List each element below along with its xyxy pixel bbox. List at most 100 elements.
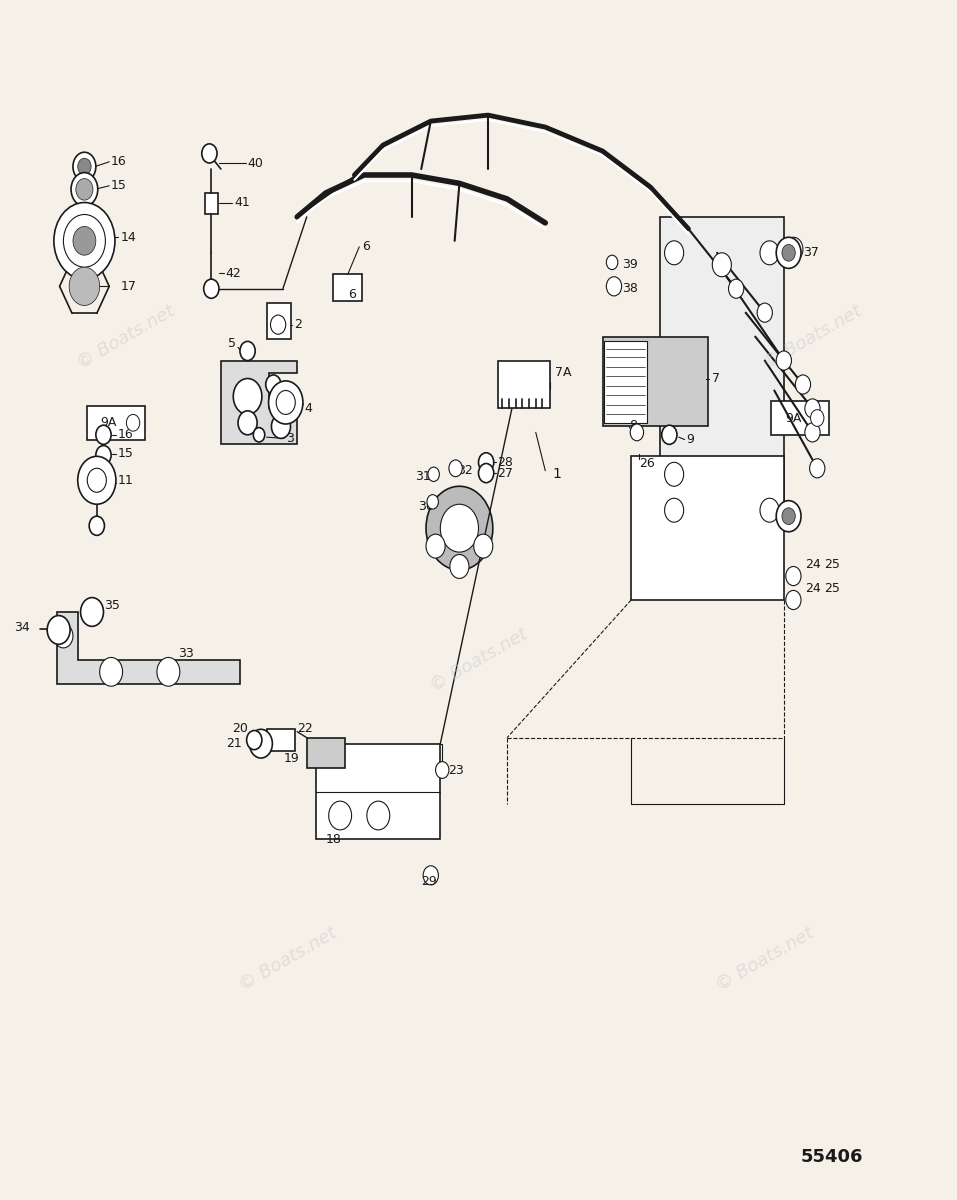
Circle shape (712, 253, 731, 277)
Circle shape (664, 462, 683, 486)
Text: 40: 40 (248, 156, 263, 169)
Circle shape (776, 238, 801, 269)
Circle shape (234, 378, 262, 414)
Circle shape (271, 316, 286, 335)
Circle shape (250, 730, 273, 758)
Circle shape (661, 425, 677, 444)
Text: 23: 23 (448, 763, 464, 776)
Circle shape (449, 460, 462, 476)
Circle shape (426, 534, 445, 558)
Text: 21: 21 (226, 737, 242, 750)
Text: © Boats.net: © Boats.net (427, 625, 530, 695)
Text: 19: 19 (283, 751, 300, 764)
Circle shape (811, 409, 824, 426)
Circle shape (728, 280, 744, 299)
Circle shape (89, 516, 104, 535)
Circle shape (69, 268, 100, 306)
Circle shape (440, 504, 478, 552)
Text: 11: 11 (118, 474, 134, 487)
Circle shape (786, 566, 801, 586)
Circle shape (760, 241, 779, 265)
Circle shape (757, 304, 772, 323)
Text: 42: 42 (226, 266, 241, 280)
Text: 18: 18 (325, 833, 342, 846)
Circle shape (631, 424, 643, 440)
Text: 5: 5 (228, 337, 236, 350)
Circle shape (776, 500, 801, 532)
Polygon shape (56, 612, 240, 684)
Circle shape (73, 227, 96, 256)
Circle shape (269, 380, 303, 424)
Circle shape (784, 238, 803, 262)
Text: 26: 26 (639, 457, 655, 470)
Text: 14: 14 (121, 230, 137, 244)
Text: 32: 32 (457, 464, 474, 478)
Circle shape (247, 731, 262, 750)
Circle shape (367, 802, 389, 830)
Polygon shape (659, 217, 784, 528)
Text: © Boats.net: © Boats.net (235, 924, 340, 995)
Text: 25: 25 (824, 558, 840, 570)
Circle shape (795, 374, 811, 394)
Text: 29: 29 (421, 875, 436, 888)
Circle shape (73, 152, 96, 181)
Bar (632, 456, 784, 600)
Text: 30: 30 (418, 500, 434, 514)
Text: 33: 33 (178, 647, 193, 660)
Circle shape (664, 241, 683, 265)
Circle shape (202, 144, 217, 163)
Text: 31: 31 (415, 470, 431, 484)
Circle shape (240, 341, 256, 360)
Text: 37: 37 (803, 246, 819, 259)
Text: 38: 38 (622, 282, 637, 295)
Text: 17: 17 (121, 280, 137, 293)
Text: 27: 27 (498, 467, 514, 480)
Text: 2: 2 (295, 318, 302, 331)
Text: 15: 15 (118, 448, 134, 461)
Text: 24: 24 (805, 558, 820, 570)
Circle shape (760, 498, 779, 522)
FancyBboxPatch shape (771, 401, 829, 434)
Circle shape (238, 410, 257, 434)
Circle shape (54, 624, 73, 648)
Text: 9A: 9A (100, 416, 117, 430)
Circle shape (100, 658, 122, 686)
Circle shape (427, 494, 438, 509)
Text: 28: 28 (498, 456, 514, 469)
Circle shape (254, 427, 265, 442)
Circle shape (782, 508, 795, 524)
Bar (605, 341, 647, 422)
Bar (205, 193, 218, 215)
Circle shape (47, 616, 70, 644)
Polygon shape (221, 360, 298, 444)
Bar (267, 730, 296, 751)
Text: 7: 7 (712, 372, 721, 385)
Circle shape (272, 414, 291, 438)
Circle shape (76, 179, 93, 200)
Bar (333, 275, 362, 301)
Circle shape (478, 452, 494, 472)
Circle shape (63, 215, 105, 268)
Text: 8: 8 (630, 419, 637, 432)
Bar (307, 738, 345, 768)
Circle shape (805, 398, 820, 418)
Bar (498, 360, 550, 408)
Text: 15: 15 (111, 179, 127, 192)
Text: 55406: 55406 (800, 1147, 863, 1165)
Circle shape (126, 414, 140, 431)
Circle shape (810, 458, 825, 478)
Circle shape (78, 158, 91, 175)
Text: © Boats.net: © Boats.net (713, 924, 816, 995)
Bar (267, 304, 291, 340)
Circle shape (435, 762, 449, 779)
Circle shape (78, 456, 116, 504)
Circle shape (426, 486, 493, 570)
Bar (316, 744, 440, 840)
Circle shape (786, 590, 801, 610)
Circle shape (450, 554, 469, 578)
Circle shape (96, 445, 111, 464)
Circle shape (607, 256, 618, 270)
Circle shape (204, 280, 219, 299)
Text: 7A: 7A (555, 366, 571, 379)
Text: 16: 16 (118, 428, 134, 442)
